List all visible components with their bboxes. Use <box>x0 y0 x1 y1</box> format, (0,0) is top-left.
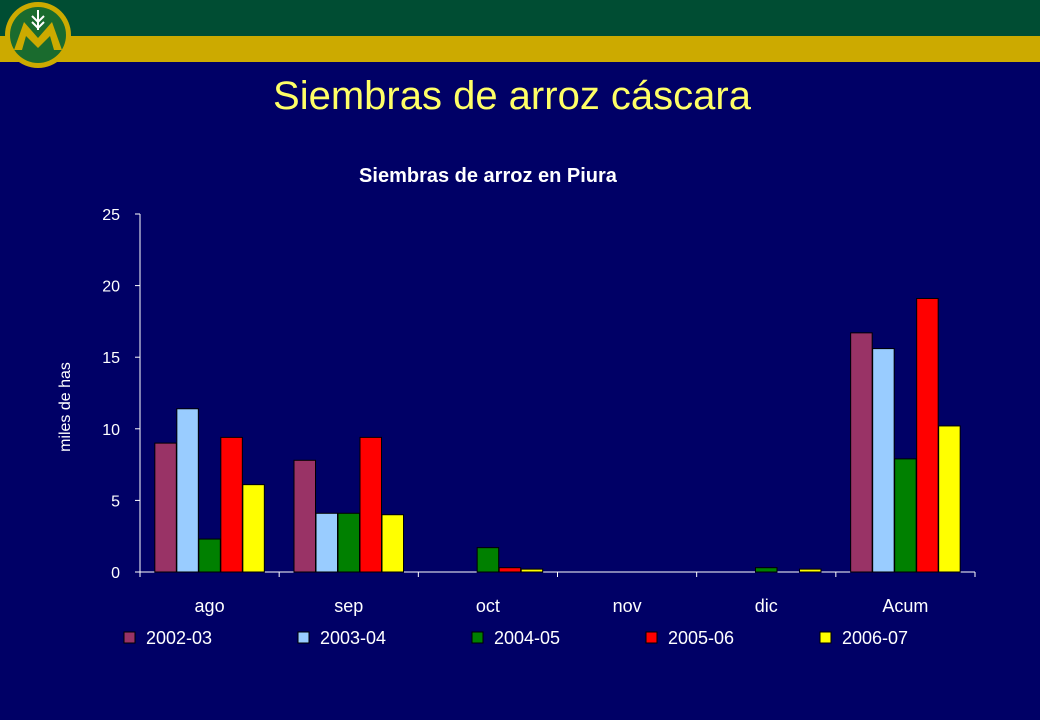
y-tick-label: 20 <box>102 279 120 296</box>
bar-2005-06-sep <box>359 436 382 573</box>
y-axis-label: miles de has <box>57 362 74 452</box>
bar-2004-05-oct <box>476 547 500 573</box>
bar-2004-05-ago <box>198 538 221 573</box>
x-tick-label: nov <box>613 596 642 616</box>
x-tick-label: sep <box>334 596 363 616</box>
legend-swatch <box>471 631 484 644</box>
bar-2006-07-oct <box>520 568 544 573</box>
y-tick-label: 25 <box>102 207 120 224</box>
company-logo-icon <box>5 2 71 68</box>
slide-title: Siembras de arroz cáscara <box>273 74 751 118</box>
header-gold-band <box>0 36 1040 62</box>
legend-label: 2003-04 <box>320 628 386 648</box>
bar-2002-03-ago <box>154 442 177 573</box>
y-tick-label: 10 <box>102 422 120 439</box>
bar-2005-06-ago <box>220 436 243 573</box>
x-tick-label: ago <box>195 596 225 616</box>
y-tick-label: 5 <box>111 493 120 510</box>
y-tick-label: 15 <box>102 350 120 367</box>
legend-label: 2005-06 <box>668 628 734 648</box>
bar-2005-06-Acum <box>916 297 939 573</box>
x-tick-label: Acum <box>882 596 928 616</box>
bar-2002-03-sep <box>293 459 316 573</box>
bar-2003-04-Acum <box>872 348 895 573</box>
bar-2006-07-ago <box>242 484 265 573</box>
bar-2004-05-sep <box>337 512 360 573</box>
header-green-band <box>0 0 1040 36</box>
x-tick-label: dic <box>755 596 778 616</box>
bar-2003-04-sep <box>315 512 338 573</box>
bar-2004-05-dic <box>755 567 778 573</box>
bar-2006-07-sep <box>381 514 404 573</box>
legend-swatch <box>297 631 310 644</box>
x-tick-label: oct <box>476 596 500 616</box>
legend-label: 2006-07 <box>842 628 908 648</box>
bar-2006-07-Acum <box>938 425 961 573</box>
legend-swatch <box>819 631 832 644</box>
legend-swatch <box>123 631 136 644</box>
bar-2002-03-Acum <box>850 332 873 573</box>
bar-2005-06-oct <box>498 567 522 573</box>
bar-2004-05-Acum <box>894 458 917 573</box>
bar-2006-07-dic <box>799 568 822 573</box>
legend-label: 2004-05 <box>494 628 560 648</box>
y-tick-label: 0 <box>111 565 120 582</box>
bar-2003-04-ago <box>176 408 199 573</box>
chart-title: Siembras de arroz en Piura <box>359 165 618 187</box>
legend-label: 2002-03 <box>146 628 212 648</box>
legend-swatch <box>645 631 658 644</box>
